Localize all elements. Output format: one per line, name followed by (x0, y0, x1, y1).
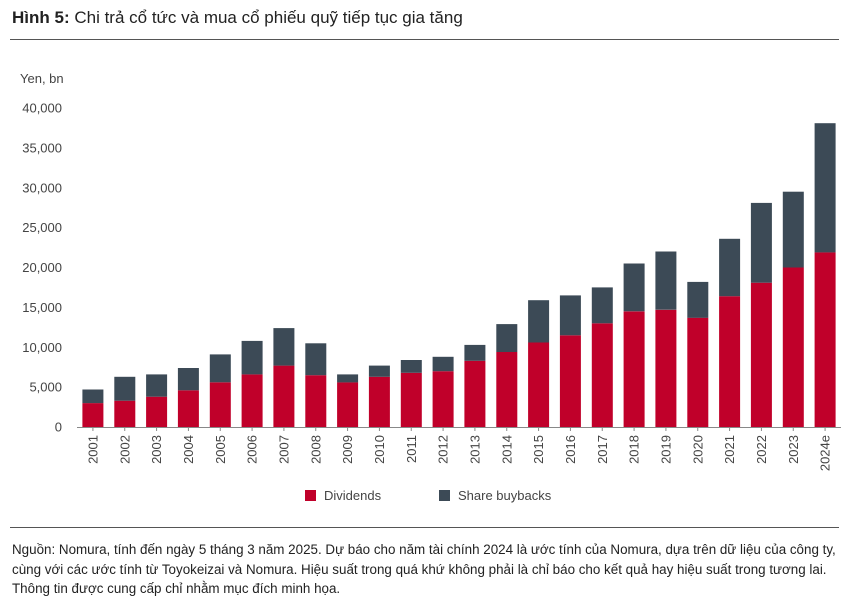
y-axis-unit-label: Yen, bn (20, 71, 64, 86)
bar-share-buybacks (432, 356, 454, 372)
x-tick-label: 2022 (754, 435, 769, 464)
y-tick-label: 10,000 (22, 340, 62, 355)
x-tick-label: 2014 (499, 435, 514, 464)
figure-label: Hình 5: (12, 8, 70, 27)
bar-share-buybacks (528, 300, 550, 343)
bar-share-buybacks (241, 340, 263, 375)
x-tick-label: 2015 (531, 435, 546, 464)
x-tick-label: 2011 (404, 435, 419, 463)
x-tick-label: 2018 (627, 435, 642, 464)
legend-swatch-share-buybacks (439, 490, 450, 501)
x-tick-label: 2003 (149, 435, 164, 464)
y-tick-label: 20,000 (22, 260, 62, 275)
bar-dividends (400, 372, 422, 427)
bar-share-buybacks (146, 374, 168, 397)
x-tick-label: 2005 (213, 435, 228, 464)
chart-title: Hình 5: Chi trả cổ tức và mua cổ phiếu q… (12, 8, 463, 28)
legend-swatch-dividends (305, 490, 316, 501)
bar-dividends (464, 360, 486, 427)
bar-dividends (528, 342, 550, 427)
bar-share-buybacks (655, 251, 677, 310)
bar-share-buybacks (114, 376, 136, 401)
bar-share-buybacks (814, 123, 836, 253)
bar-share-buybacks (591, 287, 613, 324)
source-note: Nguồn: Nomura, tính đến ngày 5 tháng 3 n… (12, 542, 836, 596)
x-tick-label: 2008 (308, 435, 323, 464)
x-tick-label: 2004 (181, 435, 196, 464)
bar-dividends (146, 396, 168, 427)
x-tick-label: 2020 (690, 435, 705, 464)
x-tick-label: 2017 (595, 435, 610, 464)
legend-item-share-buybacks: Share buybacks (439, 488, 551, 503)
x-tick-label: 2012 (436, 435, 451, 464)
bar-dividends (623, 311, 645, 427)
bottom-divider (10, 527, 839, 528)
legend-label-dividends: Dividends (324, 488, 382, 503)
bar-dividends (82, 403, 104, 427)
bar-dividends (719, 296, 741, 427)
x-tick-label: 2010 (372, 435, 387, 464)
bar-dividends (305, 375, 327, 427)
bar-share-buybacks (273, 328, 295, 366)
bar-dividends (432, 371, 454, 427)
bar-dividends (273, 365, 295, 427)
bar-dividends (368, 376, 390, 427)
bar-dividends (687, 317, 709, 427)
figure-title-text: Chi trả cổ tức và mua cổ phiếu quỹ tiếp … (74, 8, 463, 27)
y-tick-label: 40,000 (22, 101, 62, 116)
bar-share-buybacks (687, 281, 709, 318)
y-tick-label: 25,000 (22, 220, 62, 235)
bar-dividends (750, 282, 772, 427)
x-tick-label: 2024e (818, 435, 833, 471)
bar-dividends (114, 400, 136, 427)
bar-share-buybacks (559, 295, 581, 336)
legend: Dividends Share buybacks (0, 488, 853, 510)
x-tick-label: 2001 (85, 435, 100, 464)
y-tick-label: 5,000 (29, 380, 62, 395)
bar-share-buybacks (368, 365, 390, 377)
y-tick-label: 35,000 (22, 140, 62, 155)
bar-dividends (782, 267, 804, 427)
bar-dividends (177, 390, 199, 427)
y-tick-label: 30,000 (22, 180, 62, 195)
bar-share-buybacks (209, 354, 231, 383)
legend-label-share-buybacks: Share buybacks (458, 488, 552, 503)
bar-dividends (209, 382, 231, 427)
stacked-bar-chart: 0 5,000 10,000 15,000 20,000 25,000 30,000 35,0… (22, 101, 841, 471)
bar-share-buybacks (337, 374, 359, 383)
x-tick-label: 2019 (658, 435, 673, 464)
x-tick-label: 2007 (276, 435, 291, 464)
bar-dividends (591, 323, 613, 427)
x-tick-label: 2013 (467, 435, 482, 464)
top-divider (10, 39, 839, 40)
y-tick-label: 0 (55, 420, 62, 435)
bar-dividends (814, 252, 836, 427)
x-tick-label: 2021 (722, 435, 737, 464)
bar-dividends (559, 335, 581, 427)
bar-share-buybacks (750, 202, 772, 283)
legend-item-dividends: Dividends (305, 488, 381, 503)
bar-share-buybacks (464, 344, 486, 361)
bar-share-buybacks (177, 368, 199, 391)
bar-share-buybacks (782, 191, 804, 268)
x-tick-label: 2016 (563, 435, 578, 464)
y-tick-label: 15,000 (22, 300, 62, 315)
bar-share-buybacks (719, 238, 741, 297)
bar-share-buybacks (400, 360, 422, 373)
x-tick-label: 2023 (786, 435, 801, 464)
bar-dividends (655, 309, 677, 427)
bar-dividends (337, 382, 359, 427)
x-tick-label: 2006 (245, 435, 260, 464)
bar-dividends (241, 374, 263, 427)
bar-share-buybacks (623, 263, 645, 312)
bar-share-buybacks (305, 343, 327, 376)
bar-share-buybacks (82, 389, 104, 404)
bar-share-buybacks (496, 324, 518, 352)
x-tick-label: 2009 (340, 435, 355, 464)
bar-dividends (496, 352, 518, 427)
x-tick-label: 2002 (117, 435, 132, 464)
